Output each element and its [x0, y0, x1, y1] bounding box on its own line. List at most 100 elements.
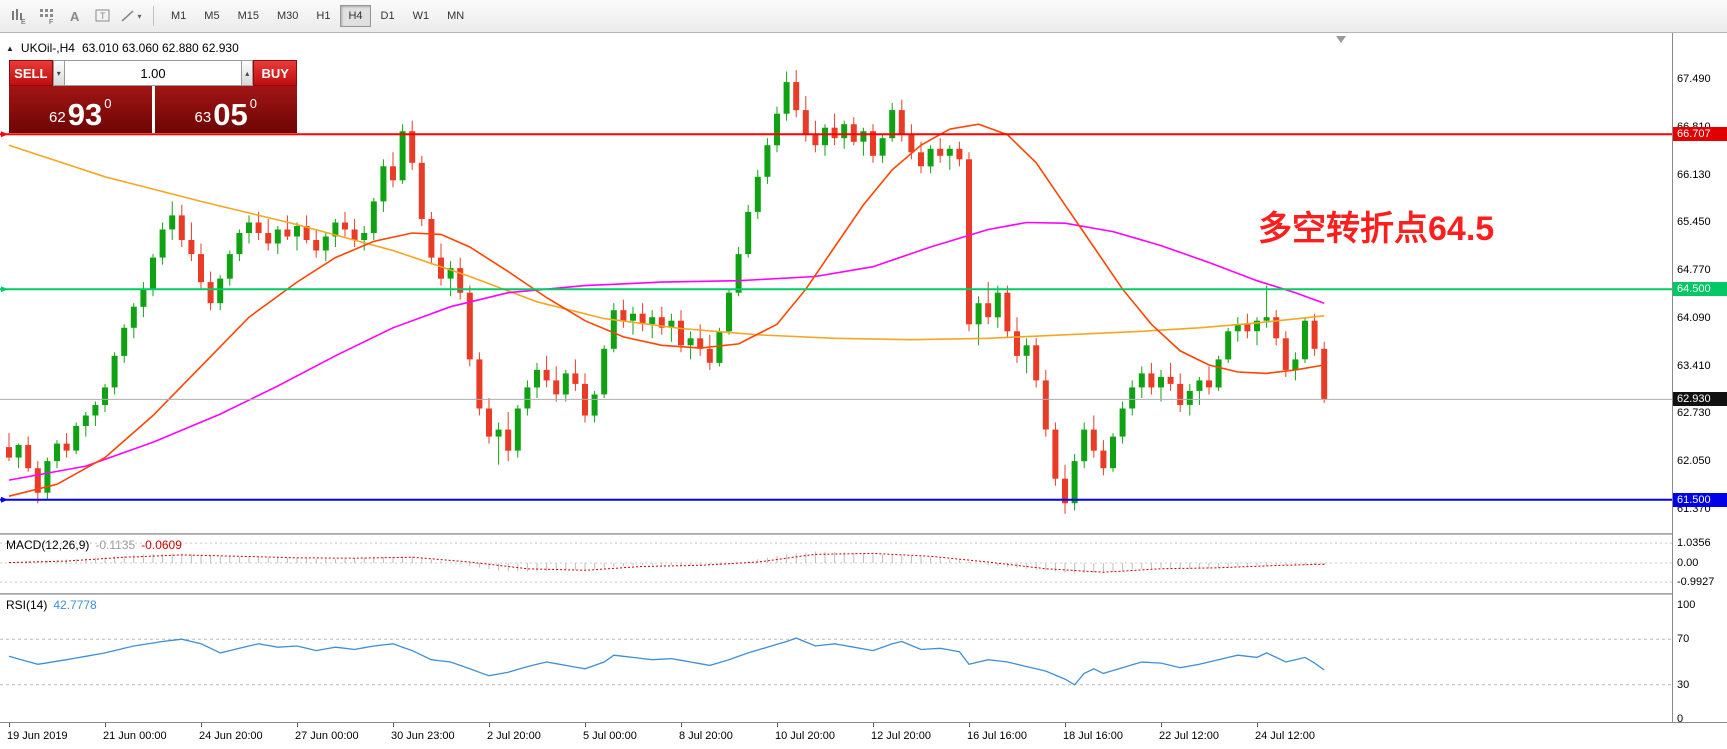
buy-button[interactable]: BUY	[253, 60, 297, 86]
buy-price-integer: 63	[194, 109, 212, 126]
buy-price-point: 0	[249, 96, 257, 111]
macd-scale-top: 1.0356	[1677, 537, 1711, 550]
time-axis-label: 16 Jul 16:00	[967, 730, 1027, 742]
rsi-scale-level: 30	[1677, 678, 1690, 691]
grid-icon: F	[40, 9, 53, 25]
time-axis-tick	[105, 723, 106, 727]
macd-panel[interactable]: MACD(12,26,9) -0.1135 -0.0609	[0, 535, 1672, 593]
price-badge: 66.707	[1673, 127, 1727, 142]
price-badge: 61.500	[1673, 492, 1727, 507]
svg-text:T: T	[100, 11, 106, 21]
rsi-scale-level: 100	[1677, 599, 1696, 611]
macd-main-value: -0.1135	[95, 538, 136, 552]
timeframe-w1[interactable]: W1	[405, 5, 438, 27]
time-axis-tick	[681, 723, 682, 727]
candlestick-chart[interactable]	[0, 33, 1672, 533]
rsi-panel[interactable]: RSI(14) 42.7778	[0, 595, 1672, 722]
volume-dropdown-button[interactable]: ▾	[52, 60, 65, 86]
toolbar: E F A T ▾ M1 M5 M15 M30 H1 H4 D1 W1 MN	[0, 0, 1727, 33]
time-axis-label: 10 Jul 20:00	[775, 730, 835, 742]
sell-price-display[interactable]: 62 93 0	[9, 86, 152, 133]
time-axis-tick	[1257, 723, 1258, 727]
price-badge: 64.500	[1673, 282, 1727, 297]
one-click-trading-panel: SELL ▾ ▴ BUY 62 93 0 63 05 0	[9, 60, 297, 133]
price-scale-tick: 66.130	[1677, 168, 1711, 181]
time-axis-tick	[777, 723, 778, 727]
timeframe-m5[interactable]: M5	[196, 5, 227, 27]
time-axis-label: 24 Jul 12:00	[1255, 730, 1315, 742]
time-axis-label: 19 Jun 2019	[7, 730, 68, 742]
time-axis-label: 8 Jul 20:00	[679, 730, 733, 742]
time-axis-tick	[873, 723, 874, 727]
line-studies-button[interactable]: ▾	[118, 4, 144, 28]
price-scale-tick: 62.050	[1677, 455, 1711, 468]
time-axis-label: 12 Jul 20:00	[871, 730, 931, 742]
chart-title: ▲ UKOil-,H4 63.010 63.060 62.880 62.930	[6, 41, 239, 55]
chart-expert-icon[interactable]: E	[6, 4, 32, 28]
toolbar-separator	[153, 6, 154, 26]
sell-price-point: 0	[104, 96, 112, 111]
macd-scale-bottom: -0.9927	[1677, 576, 1715, 589]
macd-signal-value: -0.0609	[141, 538, 182, 552]
time-axis-label: 24 Jun 20:00	[199, 730, 263, 742]
sell-button[interactable]: SELL	[9, 60, 53, 86]
svg-text:E: E	[21, 19, 26, 25]
time-axis-label: 21 Jun 00:00	[103, 730, 167, 742]
rsi-name-label: RSI(14)	[6, 598, 48, 612]
rsi-label-row: RSI(14) 42.7778	[6, 598, 97, 612]
timeframe-m15[interactable]: M15	[230, 5, 267, 27]
timeframe-mn[interactable]: MN	[439, 5, 472, 27]
timeframe-m30[interactable]: M30	[269, 5, 306, 27]
time-axis-label: 22 Jul 12:00	[1159, 730, 1219, 742]
macd-label-row: MACD(12,26,9) -0.1135 -0.0609	[6, 538, 182, 552]
time-axis[interactable]: 19 Jun 2019 21 Jun 00:00 24 Jun 20:00 27 Ju…	[0, 722, 1727, 749]
textbox-icon: T	[95, 9, 110, 22]
price-scale[interactable]: 67.49066.81066.13065.45064.77064.09063.4…	[1672, 33, 1727, 725]
one-click-toggle-icon[interactable]: ▲	[6, 43, 14, 53]
trade-prices-row: 62 93 0 63 05 0	[9, 86, 297, 133]
rsi-value: 42.7778	[53, 598, 97, 612]
macd-name-label: MACD(12,26,9)	[6, 538, 90, 552]
volume-increase-button[interactable]: ▴	[241, 60, 254, 86]
time-axis-label: 30 Jun 23:00	[391, 730, 455, 742]
panel-splitter[interactable]	[0, 593, 1727, 595]
chart-workspace: ▲ UKOil-,H4 63.010 63.060 62.880 62.930 …	[0, 33, 1727, 749]
time-axis-tick	[9, 723, 10, 727]
buy-price-display[interactable]: 63 05 0	[154, 86, 297, 133]
chevron-down-icon: ▾	[137, 11, 142, 21]
chart-shift-icon	[1336, 36, 1346, 43]
sell-price-pips: 93	[67, 96, 103, 132]
time-axis-tick	[585, 723, 586, 727]
sell-price-integer: 62	[49, 109, 66, 126]
ma-long-magenta[interactable]	[8, 221, 1325, 481]
timeframe-h4[interactable]: H4	[340, 5, 371, 27]
timeframe-h1[interactable]: H1	[308, 5, 338, 27]
ma-medium-orangered[interactable]	[8, 123, 1325, 497]
rsi-scale-level: 70	[1677, 633, 1690, 646]
letter-a-icon: A	[70, 9, 80, 24]
volume-input[interactable]	[65, 60, 241, 86]
time-axis-label: 18 Jul 16:00	[1063, 730, 1123, 742]
price-chart-panel[interactable]: ▲ UKOil-,H4 63.010 63.060 62.880 62.930 …	[0, 33, 1672, 533]
price-badge: 62.930	[1673, 392, 1727, 407]
text-tool-icon[interactable]: A	[62, 4, 88, 28]
chart-annotation-text: 多空转折点64.5	[1258, 210, 1495, 248]
time-axis-tick	[1065, 723, 1066, 727]
ma-slow-orange[interactable]	[8, 144, 1325, 341]
panel-splitter[interactable]	[0, 533, 1727, 535]
rsi-chart	[0, 637, 1672, 686]
price-scale-tick: 67.490	[1677, 73, 1711, 86]
price-scale-tick: 64.090	[1677, 311, 1711, 324]
data-grid-icon[interactable]: F	[34, 4, 60, 28]
price-scale-tick: 64.770	[1677, 264, 1711, 277]
time-axis-tick	[489, 723, 490, 727]
price-scale-tick: 62.730	[1677, 407, 1711, 420]
buy-price-pips: 05	[213, 96, 248, 132]
timeframe-d1[interactable]: D1	[373, 5, 403, 27]
time-axis-tick	[393, 723, 394, 727]
timeframe-m1[interactable]: M1	[163, 5, 194, 27]
time-axis-label: 27 Jun 00:00	[295, 730, 359, 742]
time-axis-label: 5 Jul 00:00	[583, 730, 637, 742]
text-box-tool-icon[interactable]: T	[90, 4, 116, 28]
